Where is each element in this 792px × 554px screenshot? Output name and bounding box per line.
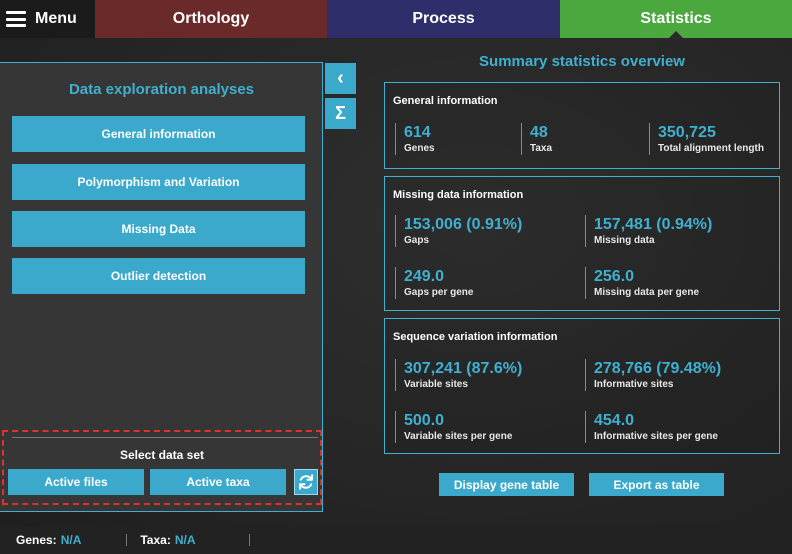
stat-label: Missing data per gene [594, 287, 700, 298]
stat-label: Gaps per gene [404, 287, 474, 298]
stat-gaps-per-gene: 249.0 Gaps per gene [395, 267, 473, 299]
stat-variable-sites-per-gene: 500.0 Variable sites per gene [395, 411, 512, 443]
tab-process[interactable]: Process [327, 0, 560, 38]
card-title: Missing data information [393, 189, 524, 201]
stat-value: 350,725 [658, 124, 716, 141]
active-tab-indicator [668, 31, 684, 39]
refresh-icon [299, 474, 313, 490]
stat-genes: 614 Genes [395, 123, 435, 155]
stat-value: 614 [404, 124, 431, 141]
top-navigation-bar: Menu Orthology Process Statistics [0, 0, 792, 39]
panel-title: Data exploration analyses [68, 81, 255, 98]
stat-label: Genes [404, 143, 435, 154]
refresh-button[interactable] [294, 469, 318, 495]
status-bar: Genes: N/A Taxa: N/A [0, 526, 792, 554]
card-title: Sequence variation information [393, 331, 558, 343]
stat-missing-data-per-gene: 256.0 Missing data per gene [585, 267, 699, 299]
summary-statistics-button[interactable]: Σ [325, 98, 356, 129]
dataset-title: Select data set [119, 448, 205, 462]
genes-status: Genes: N/A [16, 533, 81, 547]
divider [126, 534, 128, 546]
general-information-button[interactable]: General information [12, 116, 305, 152]
stat-label: Variable sites per gene [404, 431, 513, 442]
stat-variable-sites: 307,241 (87.6%) Variable sites [395, 359, 522, 391]
stat-total-alignment-length: 350,725 Total alignment length [649, 123, 764, 155]
active-taxa-button[interactable]: Active taxa [150, 469, 286, 495]
menu-button[interactable]: Menu [0, 0, 95, 38]
stat-value: 249.0 [404, 268, 445, 285]
export-as-table-button[interactable]: Export as table [589, 473, 724, 496]
stat-value: 48 [530, 124, 548, 141]
collapse-panel-button[interactable]: ‹ [325, 63, 356, 94]
stat-value: 454.0 [594, 412, 635, 429]
stat-label: Total alignment length [658, 143, 764, 154]
chevron-left-icon: ‹ [337, 67, 344, 89]
card-title: General information [393, 95, 498, 107]
stat-informative-sites-per-gene: 454.0 Informative sites per gene [585, 411, 718, 443]
outlier-detection-button[interactable]: Outlier detection [12, 258, 305, 294]
stat-value: 278,766 (79.48%) [594, 360, 722, 377]
stat-taxa: 48 Taxa [521, 123, 552, 155]
divider [12, 437, 318, 438]
taxa-value: N/A [174, 533, 196, 547]
general-information-card: General information 614 Genes 48 Taxa 35… [384, 82, 780, 169]
stat-value: 153,006 (0.91%) [404, 216, 523, 233]
sequence-variation-card: Sequence variation information 307,241 (… [384, 318, 780, 454]
polymorphism-variation-button[interactable]: Polymorphism and Variation [12, 164, 305, 200]
stat-label: Taxa [530, 143, 553, 154]
stat-value: 500.0 [404, 412, 445, 429]
stat-value: 157,481 (0.94%) [594, 216, 713, 233]
stat-label: Gaps [404, 235, 430, 246]
genes-label: Genes: [16, 533, 57, 547]
sigma-icon: Σ [335, 103, 346, 123]
stat-missing-data: 157,481 (0.94%) Missing data [585, 215, 712, 247]
summary-title: Summary statistics overview [479, 53, 685, 70]
dataset-selector: Select data set Active files Active taxa [2, 430, 322, 505]
missing-data-card: Missing data information 153,006 (0.91%)… [384, 176, 780, 311]
stat-gaps: 153,006 (0.91%) Gaps [395, 215, 522, 247]
stat-label: Variable sites [404, 379, 468, 390]
missing-data-button[interactable]: Missing Data [12, 211, 305, 247]
divider [248, 534, 250, 546]
stat-value: 307,241 (87.6%) [404, 360, 523, 377]
stat-informative-sites: 278,766 (79.48%) Informative sites [585, 359, 721, 391]
taxa-status: Taxa: N/A [140, 533, 195, 547]
tab-orthology-label: Orthology [172, 10, 250, 27]
hamburger-icon [6, 11, 26, 27]
display-gene-table-button[interactable]: Display gene table [439, 473, 574, 496]
stat-label: Missing data [594, 235, 655, 246]
taxa-label: Taxa: [140, 533, 171, 547]
stat-label: Informative sites [594, 379, 674, 390]
tab-orthology[interactable]: Orthology [95, 0, 327, 38]
genes-value: N/A [60, 533, 82, 547]
tab-statistics[interactable]: Statistics [560, 0, 792, 39]
stat-label: Informative sites per gene [594, 431, 718, 442]
tab-statistics-label: Statistics [640, 10, 712, 27]
stat-value: 256.0 [594, 268, 635, 285]
active-files-button[interactable]: Active files [8, 469, 144, 495]
tab-process-label: Process [412, 10, 475, 27]
menu-label: Menu [35, 10, 77, 27]
